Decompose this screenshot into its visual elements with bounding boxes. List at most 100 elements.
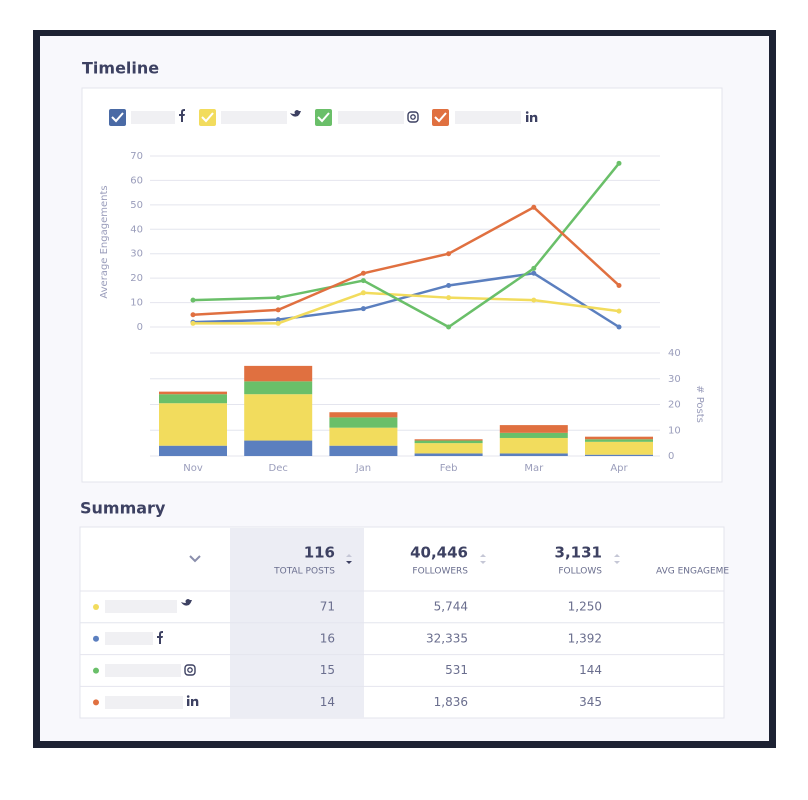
line bbox=[193, 291, 620, 325]
bar-segment bbox=[244, 394, 313, 441]
sort-down[interactable] bbox=[614, 561, 620, 564]
bar-segment bbox=[244, 440, 313, 456]
row-icons bbox=[105, 599, 199, 709]
x-tick-label: Nov bbox=[183, 463, 203, 474]
bar-segment bbox=[414, 443, 483, 454]
bar-segment bbox=[585, 436, 653, 440]
line-point bbox=[275, 320, 281, 326]
bar-segment bbox=[414, 440, 483, 444]
table-cell: 144 bbox=[579, 663, 602, 677]
y-axis-label: Average Engagements bbox=[99, 185, 110, 298]
bar-segment bbox=[499, 453, 568, 456]
check-icon bbox=[434, 112, 447, 123]
bar-segment bbox=[414, 453, 483, 456]
sort-up[interactable] bbox=[614, 554, 620, 557]
line-point bbox=[616, 160, 622, 166]
line-point bbox=[531, 297, 537, 303]
linkedin-icon bbox=[187, 699, 190, 706]
sort-up[interactable] bbox=[480, 554, 486, 557]
redacted-name bbox=[455, 111, 521, 124]
bar-segment bbox=[244, 365, 313, 382]
redacted-name bbox=[131, 111, 175, 124]
line bbox=[192, 271, 620, 329]
line-point bbox=[616, 282, 622, 288]
redacted-name bbox=[105, 600, 177, 613]
x-tick-label: Jan bbox=[355, 463, 371, 474]
y2-tick-label: 10 bbox=[668, 425, 681, 436]
line-point bbox=[446, 282, 452, 288]
y2-tick-label: 30 bbox=[668, 374, 681, 385]
line-point bbox=[190, 320, 196, 326]
line-point bbox=[446, 251, 452, 257]
column-total: 3,131 bbox=[555, 544, 602, 562]
line-point bbox=[190, 312, 196, 318]
x-tick-label: Dec bbox=[269, 463, 288, 474]
table-cell: 1,836 bbox=[434, 695, 468, 709]
instagram-icon-lens bbox=[410, 114, 416, 120]
line bbox=[192, 205, 620, 317]
bar-segment bbox=[414, 439, 483, 441]
line-point bbox=[275, 295, 281, 301]
expand-chevron[interactable] bbox=[189, 555, 201, 563]
sort-up[interactable] bbox=[346, 554, 352, 557]
redacted-name bbox=[338, 111, 404, 124]
bar-segment bbox=[329, 412, 398, 418]
y2-tick-label: 0 bbox=[668, 451, 674, 462]
check-icon bbox=[111, 112, 124, 123]
y-tick-label: 40 bbox=[130, 224, 143, 235]
y-tick-label: 60 bbox=[130, 175, 143, 186]
y-tick-label: 20 bbox=[130, 273, 143, 284]
table-cell: 1,250 bbox=[568, 600, 602, 614]
line-point bbox=[616, 324, 622, 330]
table-cell: 531 bbox=[445, 663, 468, 677]
bar-segment bbox=[159, 394, 227, 404]
table-cell: 15 bbox=[320, 663, 335, 677]
row-dot bbox=[93, 635, 99, 642]
bar-segment bbox=[585, 454, 653, 456]
bar-segment bbox=[499, 437, 568, 454]
summary-title: Summary bbox=[80, 499, 166, 518]
sort-down[interactable] bbox=[480, 561, 486, 564]
column-label: AVG ENGAGEME bbox=[656, 567, 729, 577]
table-cell: 16 bbox=[320, 631, 335, 645]
redacted-name bbox=[105, 696, 183, 709]
instagram-icon bbox=[407, 111, 419, 123]
line-point bbox=[190, 297, 196, 303]
line-point bbox=[531, 204, 537, 210]
facebook-icon bbox=[179, 109, 185, 122]
table-cell: 32,335 bbox=[426, 631, 468, 645]
x-tick-label: Apr bbox=[610, 463, 628, 474]
linkedin-icon-n bbox=[191, 698, 199, 706]
table-cell: 345 bbox=[579, 695, 602, 709]
redacted-name bbox=[105, 664, 181, 677]
bar-segment bbox=[159, 403, 227, 446]
line-point bbox=[360, 270, 366, 276]
twitter-icon bbox=[290, 110, 301, 117]
table-cell: 71 bbox=[320, 600, 335, 614]
linkedin-icon-dot bbox=[525, 111, 529, 114]
sort-down[interactable] bbox=[346, 561, 352, 564]
instagram-icon bbox=[184, 664, 196, 676]
check-icon bbox=[317, 112, 330, 123]
y2-axis-label: # Posts bbox=[694, 385, 705, 423]
line-point bbox=[360, 306, 366, 312]
bar-segment bbox=[329, 427, 398, 446]
line-point bbox=[360, 278, 366, 284]
y2-tick-label: 20 bbox=[668, 400, 681, 411]
linkedin-icon-n bbox=[530, 114, 538, 122]
column-total: 116 bbox=[304, 544, 335, 562]
timeline-title: Timeline bbox=[82, 59, 159, 78]
y-tick-label: 30 bbox=[130, 249, 143, 260]
line-point bbox=[446, 295, 452, 301]
y-tick-label: 50 bbox=[130, 200, 143, 211]
line-point bbox=[531, 265, 537, 271]
instagram-icon-lens bbox=[187, 667, 193, 673]
column-label: FOLLOWERS bbox=[412, 567, 468, 577]
redacted-name bbox=[221, 111, 287, 124]
y-tick-label: 0 bbox=[137, 322, 143, 333]
bar-segment bbox=[585, 439, 653, 442]
bar-segment bbox=[159, 445, 227, 456]
column-label: TOTAL POSTS bbox=[273, 567, 335, 577]
line-point bbox=[616, 308, 622, 314]
